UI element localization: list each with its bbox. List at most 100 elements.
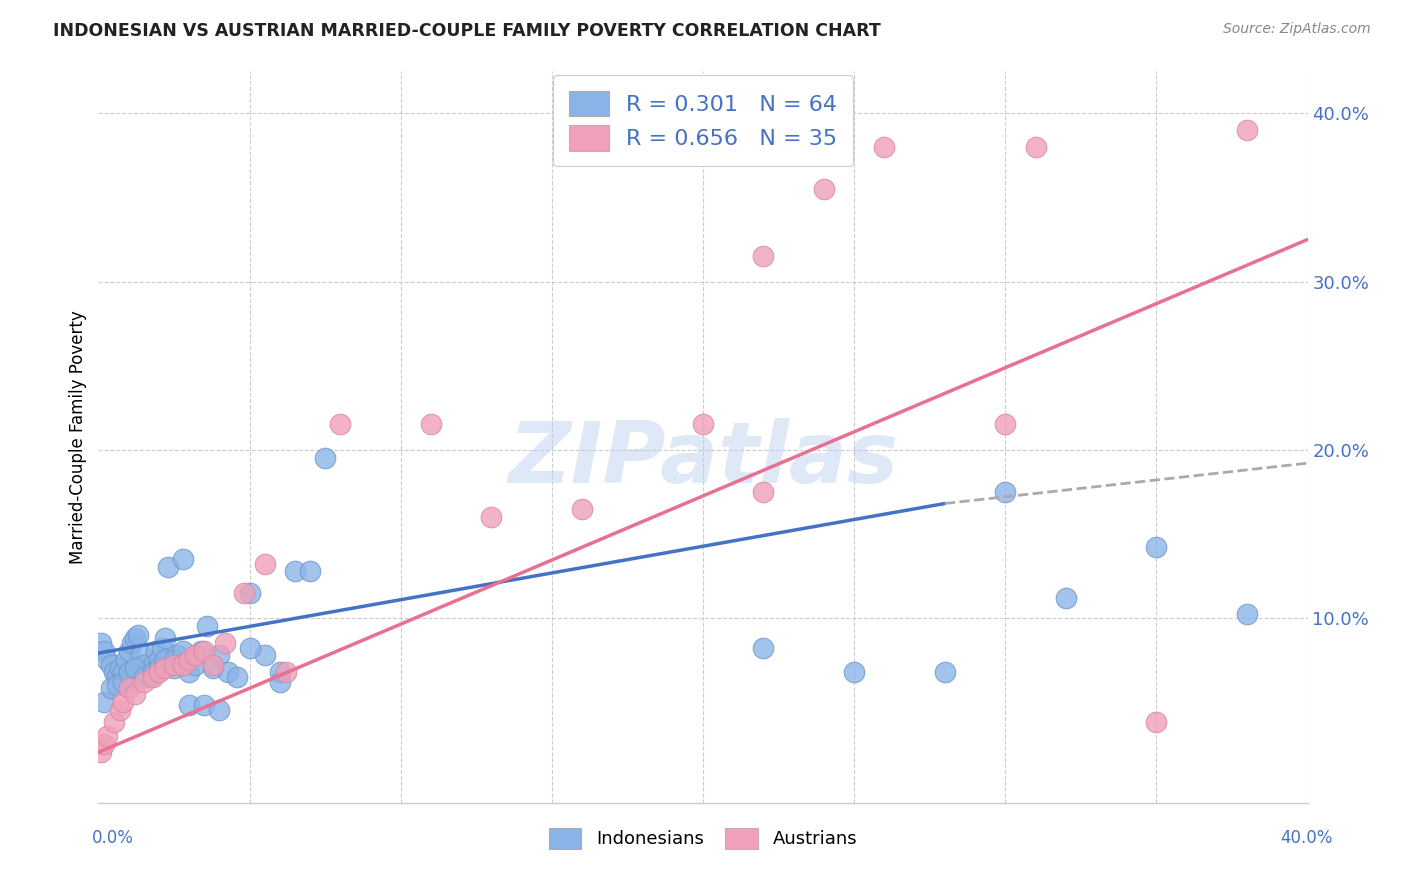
Indonesians	[208, 703, 231, 717]
Indonesians	[121, 636, 143, 650]
Indonesians	[1054, 591, 1077, 605]
Indonesians	[139, 670, 162, 684]
Austrians	[813, 182, 835, 196]
Text: 0.0%: 0.0%	[91, 829, 134, 847]
Austrians	[571, 501, 593, 516]
Indonesians	[127, 627, 149, 641]
Indonesians	[111, 674, 134, 689]
Austrians	[214, 636, 236, 650]
Indonesians	[142, 665, 165, 679]
Indonesians	[150, 641, 173, 656]
Indonesians	[114, 653, 136, 667]
Indonesians	[153, 631, 176, 645]
Indonesians	[142, 657, 165, 672]
Austrians	[193, 644, 215, 658]
Austrians	[108, 703, 131, 717]
Indonesians	[208, 648, 231, 662]
Indonesians	[90, 636, 112, 650]
Indonesians	[153, 653, 176, 667]
Indonesians	[239, 585, 262, 599]
Austrians	[153, 661, 176, 675]
Y-axis label: Married-Couple Family Poverty: Married-Couple Family Poverty	[69, 310, 87, 564]
Indonesians	[239, 641, 262, 656]
Indonesians	[100, 657, 122, 672]
Austrians	[1024, 140, 1046, 154]
Indonesians	[217, 665, 239, 679]
Indonesians	[118, 644, 141, 658]
Austrians	[994, 417, 1017, 432]
Indonesians	[190, 644, 212, 658]
Austrians	[124, 686, 146, 700]
Indonesians	[202, 661, 225, 675]
Indonesians	[124, 661, 146, 675]
Indonesians	[172, 644, 194, 658]
Indonesians	[103, 665, 125, 679]
Indonesians	[145, 644, 167, 658]
Austrians	[274, 665, 297, 679]
Austrians	[752, 484, 775, 499]
Indonesians	[172, 552, 194, 566]
Austrians	[103, 715, 125, 730]
Austrians	[90, 745, 112, 759]
Indonesians	[226, 670, 249, 684]
Austrians	[132, 674, 155, 689]
Indonesians	[163, 653, 186, 667]
Austrians	[1236, 123, 1258, 137]
Indonesians	[179, 665, 201, 679]
Indonesians	[105, 678, 128, 692]
Indonesians	[314, 451, 336, 466]
Indonesians	[132, 670, 155, 684]
Indonesians	[1144, 540, 1167, 554]
Austrians	[692, 417, 714, 432]
Text: Source: ZipAtlas.com: Source: ZipAtlas.com	[1223, 22, 1371, 37]
Austrians	[329, 417, 352, 432]
Indonesians	[253, 648, 276, 662]
Austrians	[253, 557, 276, 571]
Indonesians	[135, 665, 157, 679]
Indonesians	[299, 564, 322, 578]
Indonesians	[148, 653, 170, 667]
Austrians	[163, 657, 186, 672]
Text: INDONESIAN VS AUSTRIAN MARRIED-COUPLE FAMILY POVERTY CORRELATION CHART: INDONESIAN VS AUSTRIAN MARRIED-COUPLE FA…	[53, 22, 882, 40]
Indonesians	[994, 484, 1017, 499]
Indonesians	[93, 644, 115, 658]
Indonesians	[184, 657, 207, 672]
Indonesians	[163, 661, 186, 675]
Indonesians	[195, 619, 218, 633]
Austrians	[172, 657, 194, 672]
Indonesians	[1236, 607, 1258, 622]
Indonesians	[284, 564, 307, 578]
Indonesians	[156, 560, 179, 574]
Indonesians	[269, 674, 291, 689]
Austrians	[93, 737, 115, 751]
Indonesians	[166, 648, 188, 662]
Austrians	[420, 417, 443, 432]
Indonesians	[269, 665, 291, 679]
Austrians	[111, 695, 134, 709]
Austrians	[96, 729, 118, 743]
Austrians	[118, 681, 141, 696]
Indonesians	[100, 681, 122, 696]
Austrians	[873, 140, 896, 154]
Austrians	[232, 585, 254, 599]
Indonesians	[111, 665, 134, 679]
Indonesians	[193, 698, 215, 713]
Austrians	[1144, 715, 1167, 730]
Indonesians	[108, 661, 131, 675]
Indonesians	[934, 665, 956, 679]
Legend: Indonesians, Austrians: Indonesians, Austrians	[538, 817, 868, 860]
Text: 40.0%: 40.0%	[1281, 829, 1333, 847]
Indonesians	[844, 665, 866, 679]
Indonesians	[124, 631, 146, 645]
Indonesians	[93, 695, 115, 709]
Indonesians	[132, 657, 155, 672]
Indonesians	[129, 648, 152, 662]
Austrians	[752, 249, 775, 263]
Austrians	[202, 657, 225, 672]
Indonesians	[105, 670, 128, 684]
Austrians	[481, 510, 503, 524]
Indonesians	[148, 661, 170, 675]
Indonesians	[96, 653, 118, 667]
Austrians	[184, 648, 207, 662]
Austrians	[142, 670, 165, 684]
